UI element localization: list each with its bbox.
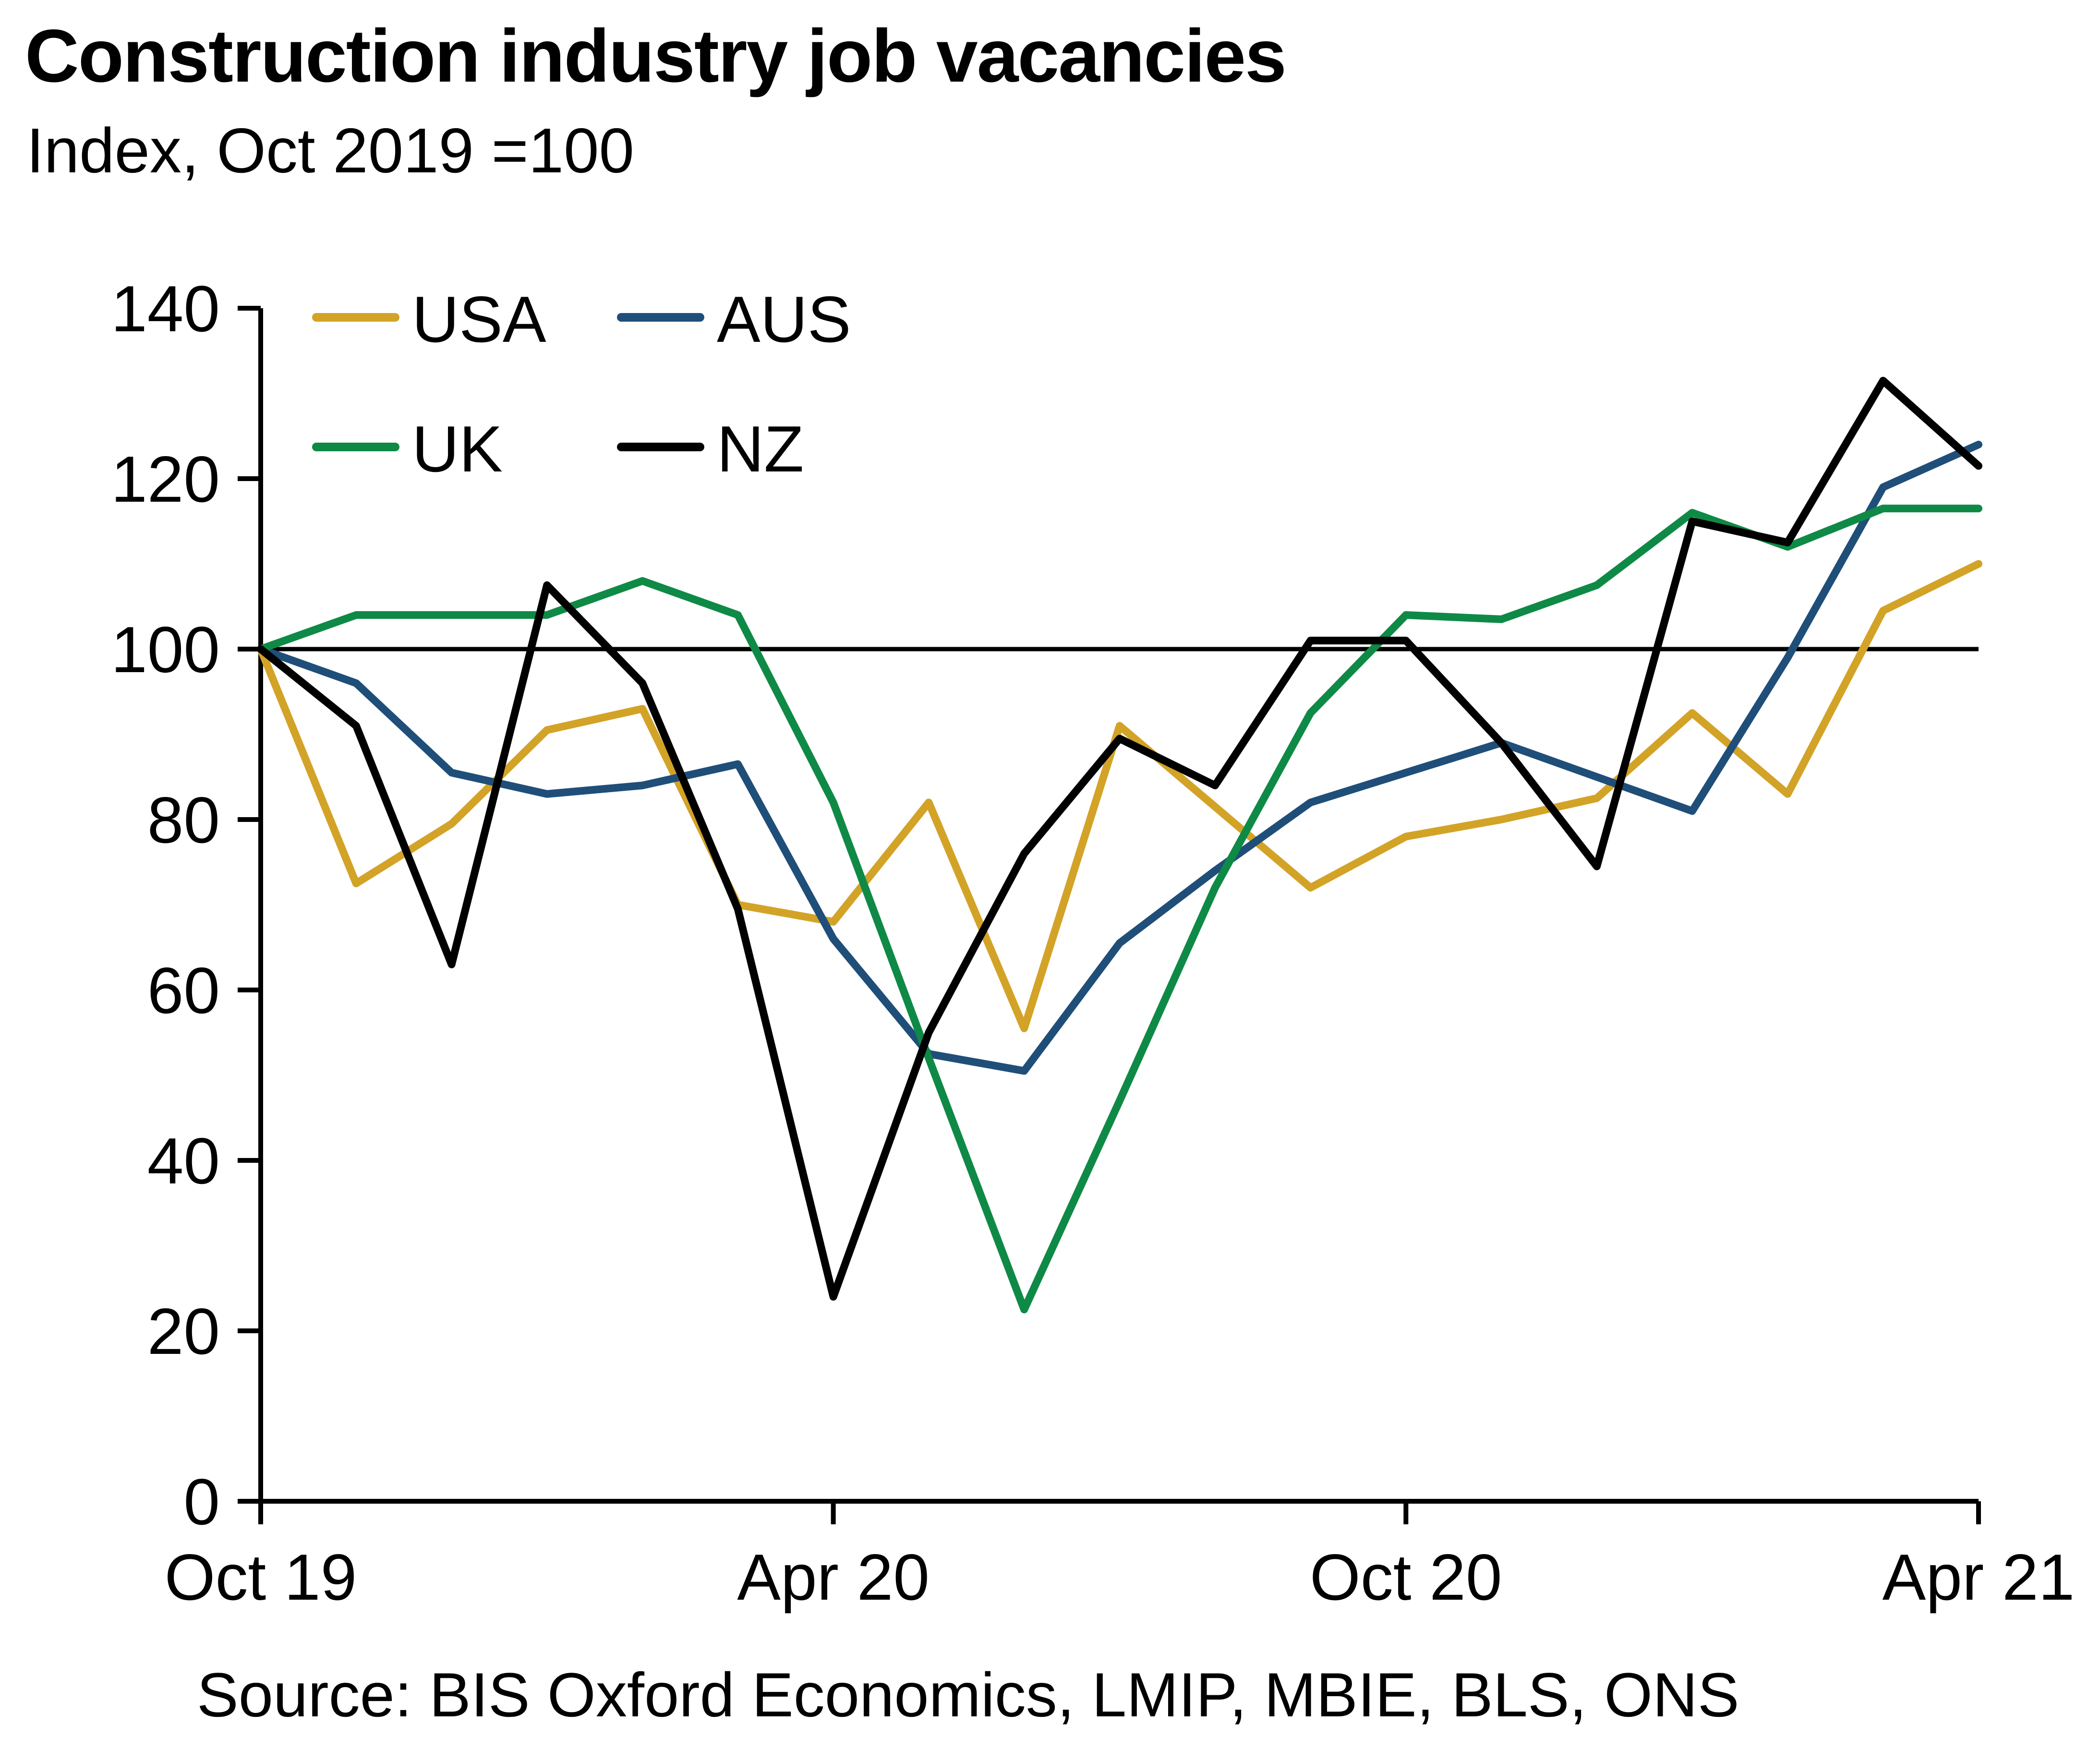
series-line-aus (257, 441, 1982, 1075)
chart-subtitle: Index, Oct 2019 =100 (26, 115, 634, 186)
legend-label-usa: USA (412, 283, 546, 356)
y-tick-label: 80 (147, 784, 220, 856)
legend-swatch-nz (617, 443, 704, 451)
y-tick-label: 60 (147, 954, 220, 1027)
y-tick-label: 140 (111, 272, 220, 345)
page-title: Construction industry job vacancies (25, 14, 1287, 98)
source-note: Source: BIS Oxford Economics, LMIP, MBIE… (197, 1660, 1739, 1730)
legend-swatch-usa (312, 313, 399, 322)
y-tick-label: 100 (111, 613, 220, 686)
legend-label-nz: NZ (717, 412, 804, 485)
x-tick-label: Apr 20 (737, 1541, 929, 1614)
legend-swatch-uk (312, 443, 399, 451)
x-tick-label: Oct 19 (165, 1541, 357, 1614)
x-tick-label: Oct 20 (1310, 1541, 1502, 1614)
y-tick-label: 40 (147, 1124, 220, 1197)
y-tick-label: 120 (111, 443, 220, 516)
y-tick-label: 20 (147, 1295, 220, 1368)
x-tick-label: Apr 21 (1883, 1541, 2075, 1614)
legend-label-aus: AUS (717, 283, 851, 356)
series-line-usa (257, 560, 1982, 1032)
y-tick-label: 0 (183, 1465, 220, 1538)
series-line-nz (257, 376, 1982, 1301)
legend-label-uk: UK (412, 412, 503, 485)
series-line-uk (257, 505, 1982, 1314)
legend-swatch-aus (617, 313, 704, 322)
